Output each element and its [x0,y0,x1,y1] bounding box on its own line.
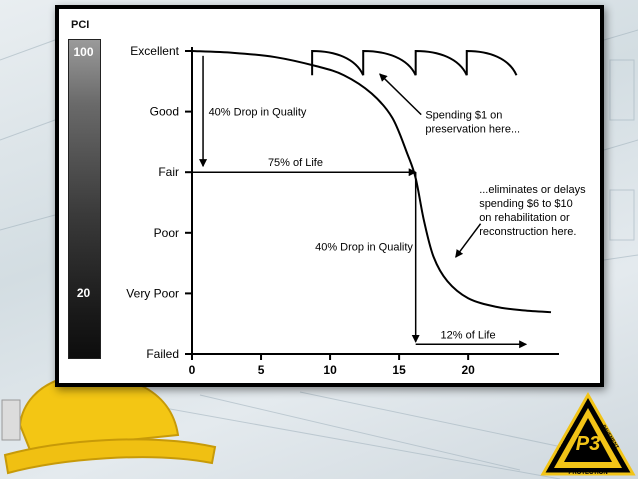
y-tick-label: Poor [154,226,179,240]
y-tick-label: Fair [158,165,179,179]
x-tick-label: 15 [392,363,406,377]
x-tick-label: 10 [323,363,337,377]
spend6-pointer [455,223,482,258]
drop1-label: 40% Drop in Quality [209,107,307,119]
hardhat-illustration [1,371,217,475]
deterioration-curve [191,50,552,314]
spend6-label-line1: ...eliminates or delays [479,184,586,196]
chart-panel: PCI 100 20 Excellent Good Fair Poor Very Poo… [59,9,600,383]
preservation-cycle [362,49,417,76]
y-tick-label: Good [150,105,179,119]
life12-label: 12% of Life [441,329,496,341]
spend6-label-line4: reconstruction here. [479,226,576,238]
x-tick-label: 0 [189,363,196,377]
life75-label: 75% of Life [268,157,323,169]
preservation-cycle [311,49,365,76]
pci-gradient-bar [68,39,101,359]
y-tick-label: Very Poor [126,286,179,300]
spend1-label-line1: Spending $1 on [425,110,502,122]
spend1-pointer [379,73,422,116]
x-tick-label: 5 [258,363,265,377]
spend1-label-line2: preservation here... [425,124,520,136]
pci-title: PCI [71,19,90,31]
x-tick-label: 20 [461,363,475,377]
spend6-label-line2: spending $6 to $10 [479,198,573,210]
logo-mark: P3 [576,433,600,455]
drop2-label: 40% Drop in Quality [315,242,413,254]
pci-top-value: 100 [73,45,94,59]
preservation-cycle [465,49,518,76]
pci-bottom-value: 20 [76,286,91,300]
spend6-label-line3: on rehabilitation or [479,212,570,224]
p3-logo: P3 PAVEMENT PROACTIVE PROTECTION [540,392,636,476]
logo-banner: PROTECTION [568,470,607,476]
preservation-cycle [414,49,468,76]
y-tick-label: Excellent [130,44,179,58]
y-tick-label: Failed [146,347,179,361]
chart-frame: PCI 100 20 Excellent Good Fair Poor Very Poo… [55,5,604,387]
pci-life-chart: Excellent Good Fair Poor Very Poor Failed 0 5 10… [126,44,586,377]
